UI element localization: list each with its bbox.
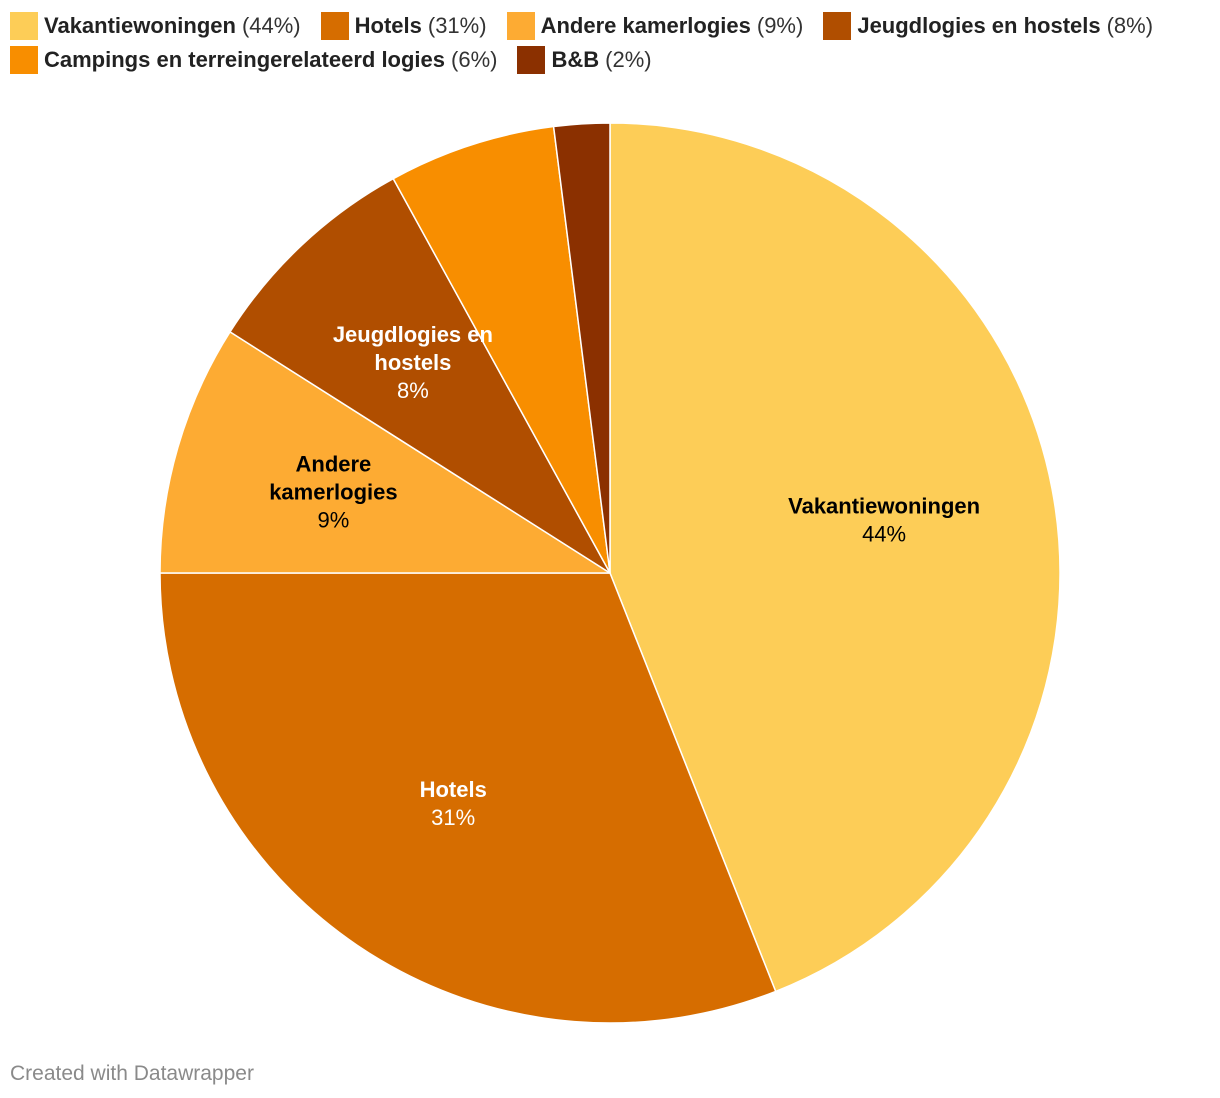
legend-item-vakantiewoningen: Vakantiewoningen (44%) <box>10 12 301 40</box>
pie-slice-campings-en-terreingerelateerd-logies <box>392 125 611 574</box>
legend-swatch <box>823 12 852 40</box>
legend-percentage: (31%) <box>427 13 487 38</box>
slice-label-name: Hotels <box>420 777 487 802</box>
slice-label-value: 8% <box>397 378 429 403</box>
pie-slice-jeugdlogies-en-hostels <box>229 177 611 574</box>
legend-swatch <box>10 12 38 40</box>
legend-item-jeugdlogies-en-hostels: Jeugdlogies en hostels (8%) <box>823 12 1153 40</box>
slice-label-value: 9% <box>318 508 350 533</box>
legend-label: Vakantiewoningen <box>44 13 236 38</box>
slice-label-name: Jeugdlogies en hostels <box>333 322 493 375</box>
slice-label-hotels: Hotels 31% <box>420 777 487 830</box>
slice-label-name: Andere kamerlogies <box>269 452 397 505</box>
slice-label-name: Vakantiewoningen <box>788 494 980 519</box>
slice-label-value: 31% <box>431 805 475 830</box>
legend-label: Hotels <box>354 13 422 38</box>
legend-percentage: (8%) <box>1106 13 1154 38</box>
legend-label: Jeugdlogies en hostels <box>857 13 1101 38</box>
legend-label: Andere kamerlogies <box>540 13 751 38</box>
legend-swatch <box>10 46 38 74</box>
slice-label-value: 44% <box>862 522 906 547</box>
datawrapper-credit: Created with Datawrapper <box>10 1062 254 1085</box>
legend-item-bandb: B&B (2%) <box>517 46 652 74</box>
legend-swatch <box>320 12 349 40</box>
legend-percentage: (44%) <box>241 13 301 38</box>
legend-label: Campings en terreingerelateerd logies <box>44 47 446 72</box>
legend-label: B&B <box>551 47 600 72</box>
pie-slice-hotels <box>159 572 777 1024</box>
slice-label-vakantiewoningen: Vakantiewoningen 44% <box>788 494 980 547</box>
legend-swatch <box>506 12 535 40</box>
legend-percentage: (6%) <box>451 47 498 72</box>
legend-swatch <box>517 46 546 74</box>
legend-item-hotels: Hotels (31%) <box>320 12 487 40</box>
pie-slice-andere-kamerlogies <box>159 331 611 574</box>
slice-label-andere-kamerlogies: Andere kamerlogies 9% <box>269 452 397 533</box>
pie-slice-vakantiewoningen <box>609 122 1061 993</box>
slice-label-jeugdlogies-en-hostels: Jeugdlogies en hostels 8% <box>333 322 493 403</box>
legend-item-andere-kamerlogies: Andere kamerlogies (9%) <box>506 12 804 40</box>
pie-slice-bandb <box>552 122 611 574</box>
legend-item-campings-en-terreingerelateerd-logies: Campings en terreingerelateerd logies (6%… <box>10 46 497 74</box>
legend-percentage: (9%) <box>756 13 804 38</box>
chart-legend: Vakantiewoningen (44%) Hotels (31%) Andere k… <box>10 12 1215 74</box>
legend-percentage: (2%) <box>605 47 652 72</box>
